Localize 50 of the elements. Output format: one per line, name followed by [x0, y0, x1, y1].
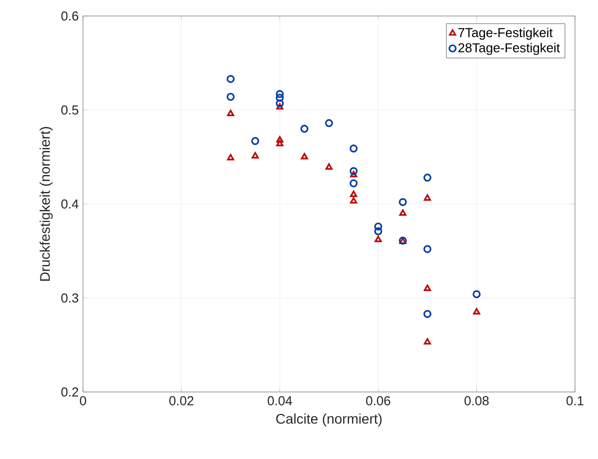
y-tick-label: 0.2	[61, 387, 78, 397]
point	[399, 209, 406, 216]
point	[472, 290, 481, 298]
x-tick-label: 0.06	[366, 396, 390, 406]
point	[227, 110, 234, 116]
point	[374, 222, 382, 231]
point	[350, 144, 358, 153]
point	[252, 152, 259, 158]
x-tick-label: 0.1	[566, 396, 584, 406]
point	[423, 174, 432, 182]
point	[276, 90, 284, 98]
point	[424, 284, 431, 291]
point	[325, 119, 333, 128]
point	[226, 74, 235, 83]
point	[350, 170, 358, 178]
point	[374, 227, 382, 236]
point	[325, 163, 333, 170]
point	[424, 338, 431, 345]
point	[276, 103, 284, 110]
point	[350, 167, 358, 176]
point	[423, 310, 432, 318]
point	[424, 194, 431, 201]
x-tick-label: 0.04	[268, 396, 292, 406]
point	[276, 94, 284, 102]
x-tick-label: 0.02	[169, 396, 194, 406]
legend-label: 28Tage-Festigkeit	[458, 42, 560, 55]
point	[251, 137, 260, 145]
point	[227, 154, 234, 160]
point	[276, 99, 284, 108]
point	[473, 308, 480, 314]
y-axis-title: Druckfestigkeit (normiert)	[40, 126, 53, 281]
y-tick-label: 0.5	[61, 105, 78, 115]
y-tick-label: 0.6	[61, 11, 78, 21]
y-tick-label: 0.3	[61, 293, 78, 303]
point	[276, 140, 284, 146]
point	[350, 197, 358, 204]
point	[374, 236, 382, 242]
point	[226, 92, 235, 101]
point	[300, 124, 308, 133]
point	[276, 136, 284, 142]
x-tick-label: 0.08	[464, 396, 489, 406]
point	[398, 198, 407, 206]
point	[423, 245, 432, 254]
x-axis-title: Calcite (normiert)	[276, 414, 382, 427]
y-tick-label: 0.4	[61, 199, 78, 209]
point	[350, 190, 358, 197]
point	[350, 179, 358, 188]
point	[300, 153, 308, 160]
x-tick-label: 0	[80, 396, 86, 406]
legend-label: 7Tage-Festigkeit	[458, 28, 553, 40]
